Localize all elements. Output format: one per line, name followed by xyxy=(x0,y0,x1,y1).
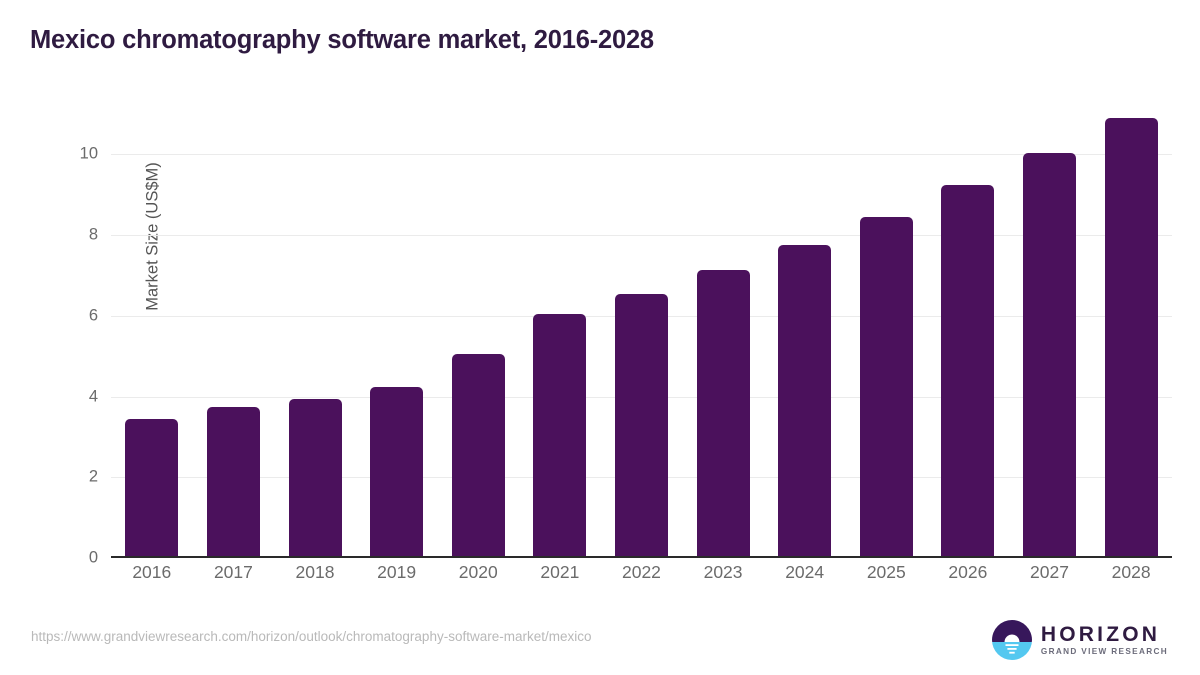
bar-2016[interactable] xyxy=(125,418,179,556)
x-axis-tick-label: 2024 xyxy=(785,562,825,582)
x-axis-tick-label: 2021 xyxy=(540,562,580,582)
horizon-logo[interactable]: HORIZON GRAND VIEW RESEARCH xyxy=(991,619,1168,661)
bar-slot xyxy=(519,96,601,556)
bar-slot xyxy=(601,96,683,556)
bar-2025[interactable] xyxy=(859,217,913,556)
source-url[interactable]: https://www.grandviewresearch.com/horizo… xyxy=(31,629,592,644)
bar-2024[interactable] xyxy=(778,245,832,556)
bar-series xyxy=(111,96,1172,556)
x-axis-tick-label: 2023 xyxy=(703,562,743,582)
bar-slot xyxy=(437,96,519,556)
y-axis-tick-label: 10 xyxy=(79,144,98,163)
y-axis-tick-label: 2 xyxy=(88,467,98,486)
bar-slot xyxy=(764,96,846,556)
logo-text: HORIZON GRAND VIEW RESEARCH xyxy=(1041,624,1168,656)
horizon-sun-circle-icon xyxy=(991,620,1032,660)
y-axis-tick-label: 4 xyxy=(88,387,98,406)
bar-2027[interactable] xyxy=(1023,152,1076,556)
bar-slot xyxy=(274,96,356,556)
gridline xyxy=(111,235,1172,237)
bar-2019[interactable] xyxy=(370,386,424,556)
page-title: Mexico chromatography software market, 2… xyxy=(30,26,654,54)
y-axis-tick-label: 0 xyxy=(88,548,98,567)
x-axis-tick-label: 2028 xyxy=(1111,562,1151,582)
bar-2026[interactable] xyxy=(941,184,995,556)
x-axis-ticks: 2016 2017 2018 2019 2020 2021 2022 2023 2024 2025… xyxy=(111,562,1172,583)
x-axis-line xyxy=(111,556,1172,558)
logo-wordmark: HORIZON xyxy=(1040,622,1161,646)
x-axis-tick-label: 2019 xyxy=(377,562,417,582)
x-axis-tick-label: 2016 xyxy=(132,562,172,582)
bar-2028[interactable] xyxy=(1104,118,1158,556)
bar-slot xyxy=(356,96,438,556)
x-axis-tick-label: 2018 xyxy=(295,562,335,582)
bar-2023[interactable] xyxy=(696,269,750,556)
plot-area: Market Size (US$M) 0 2 4 6 8 10 xyxy=(80,96,1172,567)
bar-2022[interactable] xyxy=(614,293,668,556)
x-axis-tick-label: 2026 xyxy=(948,562,988,582)
x-axis-tick-label: 2025 xyxy=(866,562,906,582)
bar-slot xyxy=(682,96,764,556)
bar-2021[interactable] xyxy=(533,313,587,556)
x-axis-tick-label: 2020 xyxy=(458,562,498,582)
x-axis-tick-label: 2022 xyxy=(621,562,661,582)
gridline xyxy=(111,154,1172,156)
bar-2018[interactable] xyxy=(288,398,342,556)
bar-slot xyxy=(927,96,1009,556)
y-axis-tick-label: 8 xyxy=(88,225,98,244)
bar-2020[interactable] xyxy=(451,354,505,556)
logo-tagline: GRAND VIEW RESEARCH xyxy=(1040,646,1168,656)
bar-slot xyxy=(111,96,193,556)
x-axis-tick-label: 2027 xyxy=(1030,562,1069,582)
bar-2017[interactable] xyxy=(206,406,260,556)
bar-slot xyxy=(1090,96,1172,556)
bar-slot xyxy=(1009,96,1091,556)
x-axis-tick-label: 2017 xyxy=(213,562,253,582)
bar-slot xyxy=(193,96,275,556)
bar-slot xyxy=(845,96,927,556)
y-axis-tick-label: 6 xyxy=(88,306,98,325)
